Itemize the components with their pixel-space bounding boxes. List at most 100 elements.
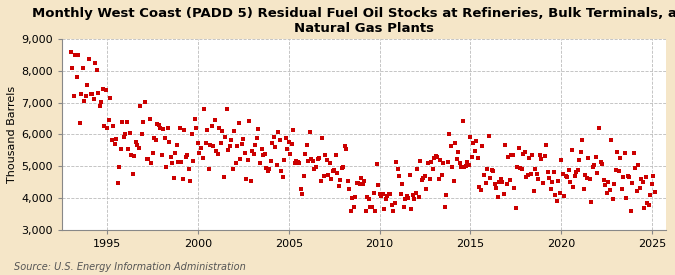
Point xyxy=(273,130,284,134)
Point xyxy=(124,131,135,136)
Point xyxy=(259,152,270,156)
Point xyxy=(604,188,615,192)
Point xyxy=(530,166,541,171)
Point xyxy=(285,152,296,156)
Point xyxy=(223,147,234,152)
Point xyxy=(448,179,459,183)
Point xyxy=(453,150,464,154)
Point xyxy=(79,99,90,103)
Text: Source: U.S. Energy Information Administration: Source: U.S. Energy Information Administ… xyxy=(14,262,245,272)
Point xyxy=(591,155,601,159)
Point xyxy=(539,153,550,158)
Point xyxy=(489,182,500,187)
Point xyxy=(570,174,580,178)
Point xyxy=(609,182,620,186)
Point xyxy=(103,117,114,122)
Point xyxy=(459,165,470,169)
Point xyxy=(300,152,310,156)
Point xyxy=(537,180,548,185)
Point xyxy=(164,140,175,144)
Point xyxy=(365,205,376,209)
Point xyxy=(377,192,388,196)
Point xyxy=(152,122,163,127)
Point xyxy=(420,174,431,178)
Point xyxy=(332,171,343,176)
Point xyxy=(297,192,308,196)
Point xyxy=(645,192,656,197)
Point xyxy=(598,178,609,182)
Point xyxy=(155,126,165,130)
Point xyxy=(628,151,639,155)
Point xyxy=(276,169,287,173)
Point xyxy=(190,117,200,122)
Point xyxy=(242,158,253,163)
Point xyxy=(492,194,503,199)
Point xyxy=(408,193,418,198)
Point xyxy=(303,159,314,163)
Point xyxy=(142,156,153,161)
Point xyxy=(304,130,315,134)
Point xyxy=(427,167,438,172)
Point xyxy=(335,178,346,182)
Point xyxy=(502,182,512,186)
Point xyxy=(196,146,207,150)
Point xyxy=(185,179,196,183)
Point xyxy=(631,189,642,194)
Point xyxy=(302,143,313,147)
Point xyxy=(146,161,157,166)
Point xyxy=(341,147,352,151)
Point xyxy=(429,156,439,160)
Point xyxy=(577,138,588,142)
Point xyxy=(564,168,574,172)
Point xyxy=(526,172,537,177)
Point xyxy=(510,206,521,210)
Point xyxy=(601,191,612,195)
Point xyxy=(352,181,362,185)
Point xyxy=(252,136,263,140)
Point xyxy=(217,129,227,133)
Point xyxy=(621,196,632,200)
Point xyxy=(426,160,437,164)
Point xyxy=(203,167,214,172)
Point xyxy=(435,158,446,162)
Point xyxy=(373,183,383,187)
Point xyxy=(500,143,510,147)
Point xyxy=(508,153,518,157)
Point xyxy=(256,146,267,151)
Point xyxy=(370,208,381,213)
Point xyxy=(288,128,299,133)
Point xyxy=(271,163,282,167)
Point xyxy=(336,166,347,170)
Point xyxy=(65,50,76,54)
Point xyxy=(566,148,577,152)
Point xyxy=(148,136,159,141)
Point xyxy=(346,208,356,213)
Point xyxy=(134,146,144,150)
Point xyxy=(416,178,427,183)
Point xyxy=(504,178,515,182)
Point xyxy=(258,153,269,157)
Point xyxy=(76,92,87,96)
Point xyxy=(620,151,630,155)
Point xyxy=(514,145,524,150)
Point xyxy=(616,186,627,191)
Point xyxy=(498,192,509,197)
Point xyxy=(90,61,101,65)
Point xyxy=(342,178,353,183)
Point xyxy=(220,135,231,139)
Point xyxy=(126,153,137,157)
Point xyxy=(235,156,246,161)
Point xyxy=(471,139,482,143)
Point xyxy=(545,187,556,191)
Point xyxy=(625,208,636,213)
Point xyxy=(387,208,398,213)
Point xyxy=(114,165,125,169)
Point xyxy=(618,174,628,179)
Point xyxy=(115,147,126,152)
Point xyxy=(512,165,522,170)
Point xyxy=(68,94,79,98)
Point xyxy=(178,177,188,181)
Point xyxy=(206,124,217,128)
Point xyxy=(477,143,488,148)
Point xyxy=(78,66,88,70)
